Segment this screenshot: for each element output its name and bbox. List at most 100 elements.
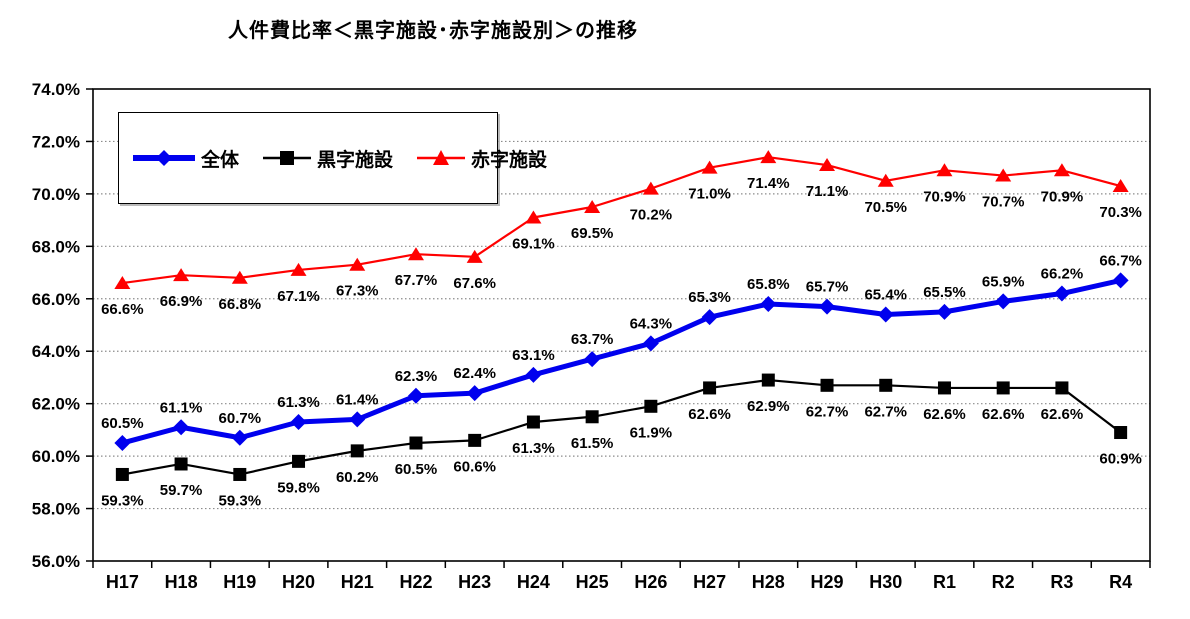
data-label: 62.4% [453, 365, 496, 382]
triangle-marker [819, 158, 836, 172]
data-label: 63.1% [512, 347, 555, 364]
square-marker [879, 378, 893, 392]
data-label: 61.5% [571, 435, 614, 452]
data-label: 66.6% [101, 301, 144, 318]
diamond-marker [525, 366, 542, 383]
x-axis-label: H23 [458, 572, 491, 592]
square-marker [292, 454, 306, 468]
y-axis-tick-label: 72.0% [32, 132, 80, 151]
triangle-marker [584, 200, 601, 213]
square-marker [350, 444, 364, 458]
x-axis-label: R4 [1109, 572, 1132, 592]
square-marker [820, 378, 834, 392]
square-marker [761, 373, 775, 387]
data-label: 61.4% [336, 391, 379, 408]
data-label: 61.3% [277, 394, 320, 411]
legend: 全体 黒字施設 赤字施設 [118, 112, 547, 204]
data-label: 61.9% [630, 424, 673, 441]
diamond-marker [407, 387, 424, 404]
square-marker [409, 436, 423, 450]
series-line [121, 277, 1122, 446]
x-axis-label: H22 [399, 572, 432, 592]
data-label: 61.1% [160, 399, 203, 416]
triangle-marker [290, 262, 307, 276]
square-marker [585, 410, 599, 424]
square-marker [996, 381, 1010, 395]
data-label: 62.6% [1041, 406, 1084, 423]
data-label: 65.5% [923, 284, 966, 301]
y-axis-tick-label: 66.0% [32, 290, 80, 309]
diamond-marker [349, 411, 366, 428]
data-label: 67.7% [395, 272, 438, 289]
data-label: 63.7% [571, 331, 614, 348]
data-label: 60.6% [453, 458, 496, 475]
x-axis-label: R3 [1050, 572, 1073, 592]
diamond-marker [760, 296, 777, 313]
square-marker [703, 381, 717, 395]
data-label: 62.7% [864, 403, 907, 420]
x-axis-label: H26 [634, 572, 667, 592]
data-label: 66.9% [160, 293, 203, 310]
data-label: 70.5% [864, 199, 907, 216]
square-marker [233, 467, 247, 481]
legend-item-zentai: 全体 [131, 145, 239, 172]
y-axis-tick-label: 60.0% [32, 447, 80, 466]
diamond-marker [877, 306, 894, 323]
diamond-marker [584, 351, 601, 368]
data-label: 71.0% [688, 186, 731, 203]
x-axis-label: H20 [282, 572, 315, 592]
legend-item-kuroji: 黒字施設 [261, 145, 393, 172]
data-label: 66.2% [1041, 266, 1084, 283]
square-marker [1114, 426, 1128, 440]
triangle-marker-icon [417, 150, 466, 165]
legend-item-akaji: 赤字施設 [415, 145, 547, 172]
series-line [122, 156, 1121, 285]
data-label: 62.6% [923, 406, 966, 423]
x-axis-label: H28 [752, 572, 785, 592]
series-line [122, 378, 1122, 476]
x-axis-label: H25 [576, 572, 609, 592]
triangle-marker [642, 181, 659, 195]
data-label: 60.5% [395, 461, 438, 478]
diamond-marker [819, 298, 836, 315]
triangle-marker [877, 173, 894, 187]
triangle-marker [173, 268, 190, 282]
data-label: 65.3% [688, 289, 731, 306]
triangle-marker [466, 249, 483, 263]
y-axis-tick-label: 70.0% [32, 185, 80, 204]
data-label: 66.8% [219, 296, 262, 313]
y-axis-tick-label: 56.0% [32, 552, 80, 571]
data-label: 70.7% [982, 194, 1025, 211]
triangle-marker [1053, 163, 1070, 177]
data-label: 62.6% [688, 406, 731, 423]
legend-label-akaji: 赤字施設 [471, 149, 548, 171]
square-marker [937, 381, 951, 395]
x-axis-label: H24 [517, 572, 550, 592]
triangle-marker [231, 270, 248, 284]
y-axis-tick-label: 58.0% [32, 500, 80, 519]
data-label: 67.3% [336, 283, 379, 300]
diamond-marker [642, 335, 659, 352]
triangle-marker [114, 276, 131, 290]
data-label: 66.7% [1099, 252, 1142, 269]
data-label: 60.9% [1099, 451, 1142, 468]
diamond-marker [1112, 272, 1129, 289]
diamond-marker [701, 309, 718, 326]
series-黒字施設: 59.3% 59.7% 59.3% 59.8% 60.2% 60.5% 60.6% 61.3%… [101, 373, 1142, 509]
data-label: 69.5% [571, 225, 614, 242]
x-axis-label: H18 [165, 572, 198, 592]
plot-frame [92, 88, 1151, 562]
triangle-marker [995, 168, 1012, 182]
data-label: 70.9% [1041, 188, 1084, 205]
triangle-marker [1112, 179, 1129, 193]
diamond-marker [995, 293, 1012, 310]
data-label: 70.3% [1099, 204, 1142, 221]
data-label: 61.3% [512, 440, 555, 457]
data-label: 60.2% [336, 469, 379, 486]
y-axis-tick-label: 74.0% [32, 80, 80, 99]
data-label: 62.9% [747, 398, 790, 415]
x-axis-label: H27 [693, 572, 726, 592]
legend-label-kuroji: 黒字施設 [317, 149, 394, 171]
